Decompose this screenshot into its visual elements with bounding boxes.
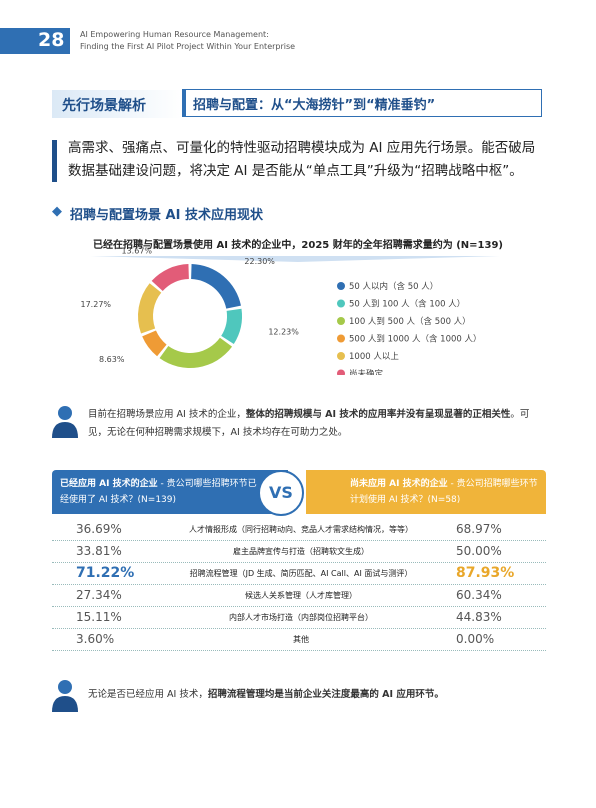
item: 人才情报形成（同行招聘动向、竞品人才需求结构情况，等等） xyxy=(189,524,413,534)
compare-row: 3.60% 其他 0.00% xyxy=(52,628,546,651)
compare-row: 15.11% 内部人才市场打造（内部岗位招聘平台） 44.83% xyxy=(52,606,546,629)
intro: 高需求、强痛点、可量化的特性驱动招聘模块成为 AI 应用先行场景。能否破局数据基… xyxy=(68,140,536,179)
slice-label: 22.30% xyxy=(244,257,275,266)
compare-row: 36.69% 人才情报形成（同行招聘动向、竞品人才需求结构情况，等等） 68.97% xyxy=(52,518,546,541)
intro-bar xyxy=(52,140,57,182)
donut-slice xyxy=(151,264,189,291)
left-header: 已经应用 AI 技术的企业 - 贵公司哪些招聘环节已经使用了 AI 技术？(N=… xyxy=(52,470,288,514)
donut-slice xyxy=(191,264,241,309)
subheading: 招聘与配置场景 AI 技术应用现状 xyxy=(70,208,263,223)
right-value: 87.93% xyxy=(456,565,515,581)
title-box xyxy=(182,89,542,117)
left-sub: - 贵公司哪些招聘环节已经使用了 AI 技术？(N=139) xyxy=(60,479,257,505)
tag-bg xyxy=(52,90,182,118)
legend-label: 1000 人以上 xyxy=(349,352,399,362)
legend-label: 50 人以内（含 50 人） xyxy=(349,281,438,292)
right-title: 尚未应用 AI 技术的企业 xyxy=(350,479,448,489)
legend-swatch xyxy=(337,369,345,375)
right-value: 50.00% xyxy=(456,544,502,558)
slice-label: 8.63% xyxy=(99,355,125,364)
section-tag: 先行场景解析 xyxy=(62,98,146,114)
note-bold: 整体的招聘规模与 AI 技术的应用率并没有呈现显著的正相关性 xyxy=(245,409,511,420)
header-line: AI Empowering Human Resource Management: xyxy=(80,30,269,39)
chart-title: 已经在招聘与配置场景使用 AI 技术的企业中，2025 财年的全年招聘需求量约为… xyxy=(93,238,503,251)
donut-slice xyxy=(221,308,242,345)
legend-label: 50 人到 100 人（含 100 人） xyxy=(349,299,465,310)
note: 无论是否已经应用 AI 技术，招聘流程管理均是当前企业关注度最高的 AI 应用环… xyxy=(88,686,444,700)
right-value: 44.83% xyxy=(456,610,502,624)
note: 目前在招聘场景应用 AI 技术的企业，整体的招聘规模与 AI 技术的应用率并没有… xyxy=(88,406,543,442)
item: 其他 xyxy=(293,634,309,644)
legend-swatch xyxy=(337,299,345,308)
legend-swatch xyxy=(337,317,345,325)
header-line: Finding the First AI Pilot Project Withi… xyxy=(80,42,296,51)
note-text: 目前在招聘场景应用 AI 技术的企业， xyxy=(88,409,246,420)
person-icon xyxy=(52,680,78,712)
compare-row: 27.34% 候选人关系管理（人才库管理） 60.34% xyxy=(52,584,546,607)
left-value: 15.11% xyxy=(76,610,122,624)
page-badge xyxy=(0,28,70,54)
left-value: 71.22% xyxy=(76,565,135,581)
right-value: 60.34% xyxy=(456,588,502,602)
vs-badge: VS xyxy=(258,470,304,516)
slice-label: 12.23% xyxy=(268,327,299,336)
item: 雇主品牌宣传与打造（招聘软文生成） xyxy=(233,546,369,556)
donut-slice xyxy=(159,337,233,368)
item: 候选人关系管理（人才库管理） xyxy=(245,590,357,600)
legend-label: 500 人到 1000 人（含 1000 人） xyxy=(349,334,482,345)
slice-label: 13.67% xyxy=(122,247,153,256)
note-text: 无论是否已经应用 AI 技术， xyxy=(88,689,208,700)
left-value: 36.69% xyxy=(76,522,122,536)
legend-label: 尚未确定 xyxy=(349,369,384,376)
note-text: 。可见，无论在何种招聘需求规模下，AI 技术均存在可助力之处。 xyxy=(88,409,530,438)
left-value: 33.81% xyxy=(76,544,122,558)
page-number: 28 xyxy=(38,29,65,51)
right-value: 68.97% xyxy=(456,522,502,536)
legend-swatch xyxy=(337,282,345,290)
slice-label: 17.27% xyxy=(81,300,112,309)
legend-swatch xyxy=(337,334,345,343)
donut-slice xyxy=(138,283,162,334)
compare-row: 33.81% 雇主品牌宣传与打造（招聘软文生成） 50.00% xyxy=(52,540,546,563)
person-icon xyxy=(52,406,78,438)
note-bold: 招聘流程管理均是当前企业关注度最高的 AI 应用环节。 xyxy=(207,689,444,700)
right-value: 0.00% xyxy=(456,632,495,646)
right-header: 尚未应用 AI 技术的企业 - 贵公司招聘哪些环节计划使用 AI 技术？(N=5… xyxy=(306,470,546,514)
donut-chart: 已经在招聘与配置场景使用 AI 技术的企业中，2025 财年的全年招聘需求量约为… xyxy=(81,238,503,376)
left-title: 已经应用 AI 技术的企业 xyxy=(60,479,158,489)
bullet: ◆ xyxy=(52,204,62,219)
item: 招聘流程管理（JD 生成、简历匹配、AI Call、AI 面试与测评） xyxy=(189,568,413,578)
legend-swatch xyxy=(337,352,345,360)
item: 内部人才市场打造（内部岗位招聘平台） xyxy=(229,612,373,622)
right-sub: - 贵公司招聘哪些环节计划使用 AI 技术？(N=58) xyxy=(350,479,538,505)
legend-label: 100 人到 500 人（含 500 人） xyxy=(349,316,471,327)
compare-row: 71.22% 招聘流程管理（JD 生成、简历匹配、AI Call、AI 面试与测评… xyxy=(52,562,546,585)
section-title: 招聘与配置：从“大海捞针”到“精准垂钓” xyxy=(193,98,436,113)
title-rule xyxy=(90,256,500,262)
left-value: 27.34% xyxy=(76,588,122,602)
donut-slice xyxy=(142,330,167,357)
left-value: 3.60% xyxy=(76,632,115,646)
